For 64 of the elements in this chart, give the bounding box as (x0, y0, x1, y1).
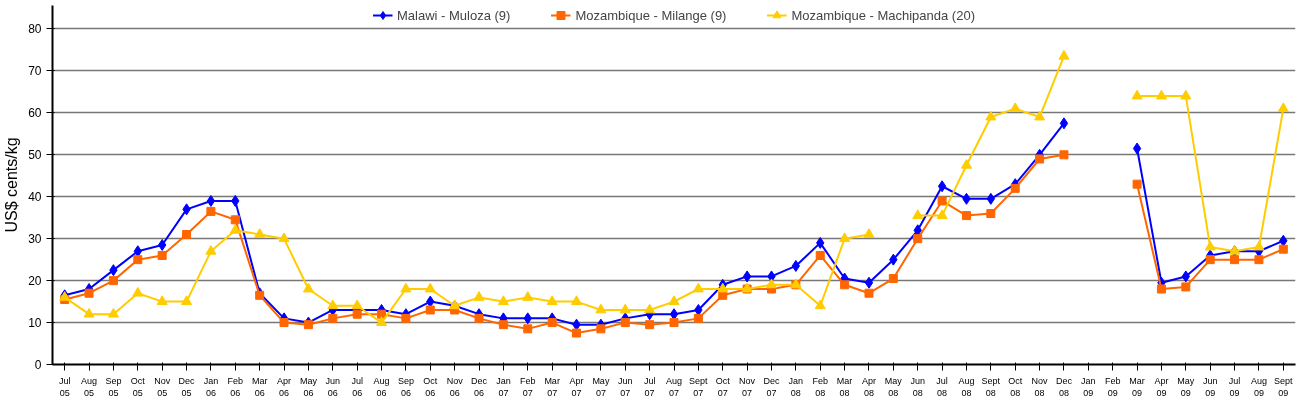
x-tick-label: Feb 09 (1104, 375, 1121, 398)
x-tick-label: Nov 06 (446, 375, 464, 398)
x-tick-label: Jul 06 (351, 375, 363, 398)
x-tick-label: Nov 07 (739, 375, 756, 398)
x-tick-label: Sept 09 (1274, 375, 1294, 398)
y-tick-label: 60 (28, 106, 42, 121)
x-tick-label: Jul 09 (1228, 375, 1241, 398)
x-tick-label: Jul 07 (643, 375, 656, 398)
x-tick-label: Nov 08 (1031, 375, 1049, 398)
x-tick-label: Jul 05 (58, 375, 71, 398)
x-tick-label: Jun 06 (325, 375, 341, 398)
x-tick-label: Nov 05 (154, 375, 171, 398)
x-tick-label: Dec 08 (1055, 375, 1073, 398)
x-tick-label: Dec 05 (178, 375, 196, 398)
x-tick-label: Aug 05 (81, 375, 98, 398)
x-tick-label: Oct 06 (423, 375, 438, 398)
legend-label: Mozambique - Milange (9) (575, 7, 727, 23)
y-tick-label: 40 (28, 190, 42, 205)
y-tick-label: 80 (28, 22, 42, 37)
y-tick-label: 0 (34, 358, 42, 372)
x-tick-label: Jan 06 (203, 375, 219, 398)
x-tick-label: Aug 07 (665, 375, 683, 398)
legend-label: Malawi - Muloza (9) (397, 7, 511, 23)
x-tick-label: Feb 07 (520, 375, 536, 398)
x-tick-label: Feb 06 (227, 375, 244, 398)
x-tick-label: Oct 08 (1008, 375, 1023, 398)
x-tick-label: Aug 06 (373, 375, 390, 398)
x-tick-label: Jun 07 (618, 375, 633, 398)
x-tick-label: Sep 05 (105, 375, 122, 398)
y-axis-title: US$ cents/kg (3, 137, 21, 233)
y-tick-label: 30 (28, 232, 42, 247)
x-tick-label: Aug 09 (1250, 375, 1267, 398)
x-tick-label: Aug 08 (958, 375, 975, 398)
x-tick-label: Feb 08 (812, 375, 828, 398)
x-tick-label: Oct 07 (715, 375, 731, 398)
x-tick-label: May 08 (884, 375, 903, 398)
x-tick-label: May 06 (299, 375, 318, 398)
x-tick-label: May 07 (592, 375, 610, 398)
x-tick-label: Mar 09 (1129, 375, 1145, 398)
x-tick-label: May 09 (1177, 375, 1195, 398)
x-tick-label: Jul 08 (936, 375, 948, 398)
x-tick-label: Sept 08 (981, 375, 1001, 398)
x-tick-label: Dec 07 (763, 375, 780, 398)
y-tick-label: 70 (28, 64, 42, 79)
x-tick-label: Dec 06 (471, 375, 488, 398)
x-tick-label: Sept 07 (689, 375, 709, 398)
x-tick-label: Jan 09 (1081, 375, 1096, 398)
x-tick-label: Apr 07 (569, 375, 584, 398)
x-tick-label: Sep 06 (397, 375, 414, 398)
x-tick-label: Apr 08 (861, 375, 876, 398)
y-tick-label: 20 (28, 274, 42, 289)
x-tick-label: Mar 07 (544, 375, 560, 398)
x-tick-label: Jun 08 (910, 375, 925, 398)
y-tick-label: 10 (28, 316, 42, 331)
x-tick-label: Mar 06 (251, 375, 268, 398)
x-tick-label: Mar 08 (836, 375, 853, 398)
x-tick-label: Jun 09 (1202, 375, 1218, 398)
legend-label: Mozambique - Machipanda (20) (791, 7, 975, 23)
x-tick-label: Apr 06 (277, 375, 292, 398)
y-tick-label: 50 (28, 148, 42, 163)
x-tick-label: Jan 07 (496, 375, 511, 398)
x-tick-label: Apr 09 (1154, 375, 1169, 398)
x-tick-label: Jan 08 (788, 375, 804, 398)
x-tick-label: Oct 05 (130, 375, 146, 398)
